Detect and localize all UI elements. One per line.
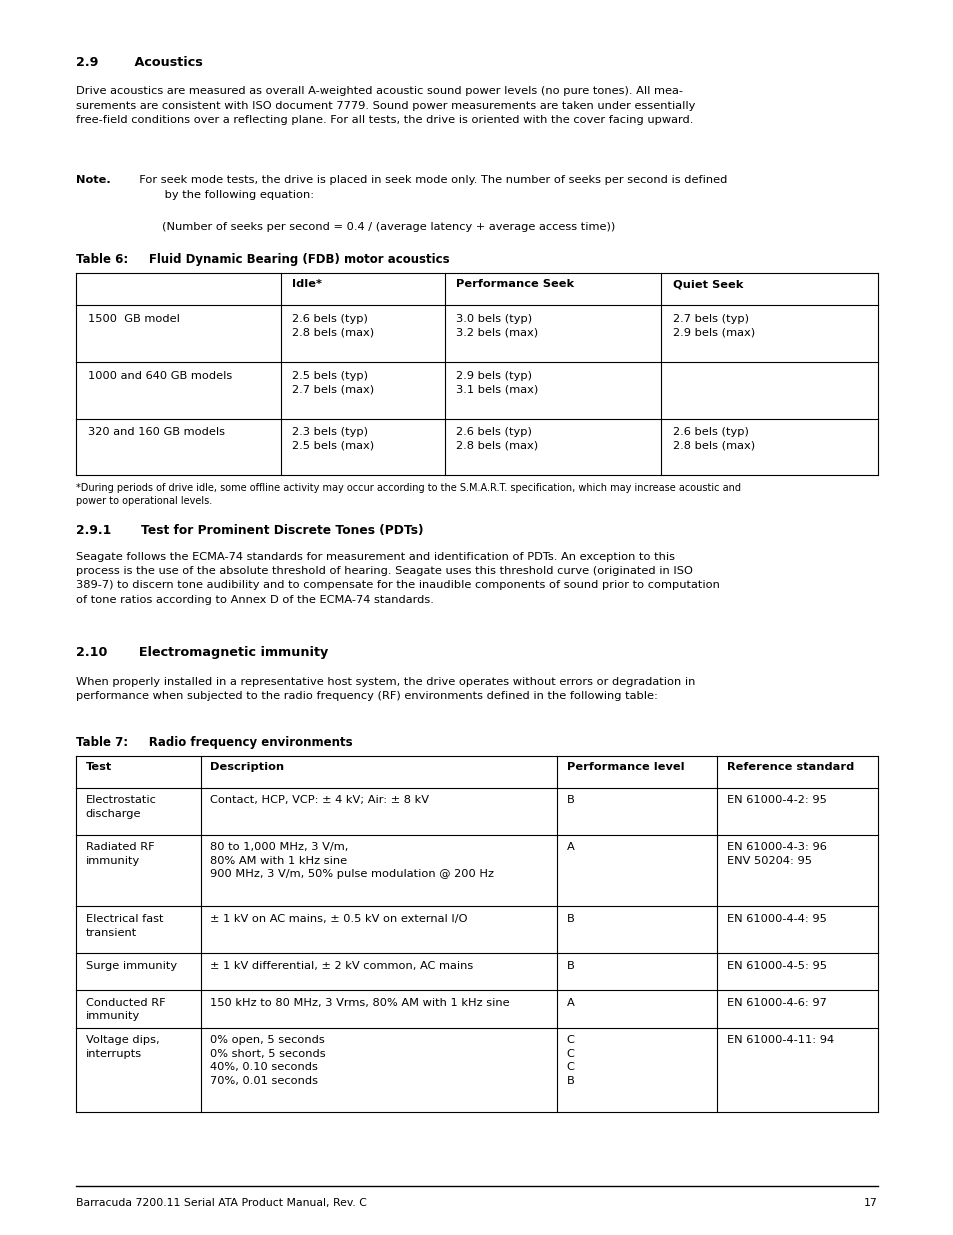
Text: ± 1 kV on AC mains, ± 0.5 kV on external I/O: ± 1 kV on AC mains, ± 0.5 kV on external… (210, 914, 467, 924)
Text: Barracuda 7200.11 Serial ATA Product Manual, Rev. C: Barracuda 7200.11 Serial ATA Product Man… (76, 1198, 367, 1208)
Text: B: B (566, 961, 574, 971)
Text: 2.9 bels (typ)
3.1 bels (max): 2.9 bels (typ) 3.1 bels (max) (456, 370, 538, 394)
Text: For seek mode tests, the drive is placed in seek mode only. The number of seeks : For seek mode tests, the drive is placed… (132, 175, 726, 200)
Text: 2.5 bels (typ)
2.7 bels (max): 2.5 bels (typ) 2.7 bels (max) (292, 370, 374, 394)
Text: Performance Seek: Performance Seek (456, 279, 574, 289)
Text: Performance level: Performance level (566, 762, 683, 772)
Text: A: A (566, 998, 574, 1008)
Text: A: A (566, 842, 574, 852)
Text: Description: Description (210, 762, 284, 772)
Text: Contact, HCP, VCP: ± 4 kV; Air: ± 8 kV: Contact, HCP, VCP: ± 4 kV; Air: ± 8 kV (210, 795, 429, 805)
Text: 2.9        Acoustics: 2.9 Acoustics (76, 56, 203, 69)
Text: Test: Test (86, 762, 112, 772)
Text: 17: 17 (863, 1198, 877, 1208)
Text: 2.9.1       Test for Prominent Discrete Tones (PDTs): 2.9.1 Test for Prominent Discrete Tones … (76, 524, 423, 537)
Text: Table 6:     Fluid Dynamic Bearing (FDB) motor acoustics: Table 6: Fluid Dynamic Bearing (FDB) mot… (76, 253, 450, 267)
Text: EN 61000-4-11: 94: EN 61000-4-11: 94 (726, 1035, 833, 1045)
Text: When properly installed in a representative host system, the drive operates with: When properly installed in a representat… (76, 677, 695, 701)
Text: 0% open, 5 seconds
0% short, 5 seconds
40%, 0.10 seconds
70%, 0.01 seconds: 0% open, 5 seconds 0% short, 5 seconds 4… (210, 1035, 325, 1086)
Text: 1500  GB model: 1500 GB model (88, 314, 179, 324)
Text: 2.6 bels (typ)
2.8 bels (max): 2.6 bels (typ) 2.8 bels (max) (292, 314, 374, 337)
Text: Seagate follows the ECMA-74 standards for measurement and identification of PDTs: Seagate follows the ECMA-74 standards fo… (76, 552, 720, 604)
Text: 2.7 bels (typ)
2.9 bels (max): 2.7 bels (typ) 2.9 bels (max) (672, 314, 754, 337)
Text: B: B (566, 795, 574, 805)
Text: 320 and 160 GB models: 320 and 160 GB models (88, 427, 225, 437)
Text: Electrical fast
transient: Electrical fast transient (86, 914, 163, 937)
Text: (Number of seeks per second = 0.4 / (average latency + average access time)): (Number of seeks per second = 0.4 / (ave… (162, 222, 615, 232)
Text: 1000 and 640 GB models: 1000 and 640 GB models (88, 370, 232, 380)
Text: Electrostatic
discharge: Electrostatic discharge (86, 795, 156, 819)
Text: Surge immunity: Surge immunity (86, 961, 177, 971)
Text: Voltage dips,
interrupts: Voltage dips, interrupts (86, 1035, 159, 1058)
Text: 2.6 bels (typ)
2.8 bels (max): 2.6 bels (typ) 2.8 bels (max) (456, 427, 537, 451)
Text: Quiet Seek: Quiet Seek (672, 279, 742, 289)
Text: EN 61000-4-2: 95: EN 61000-4-2: 95 (726, 795, 826, 805)
Text: ± 1 kV differential, ± 2 kV common, AC mains: ± 1 kV differential, ± 2 kV common, AC m… (210, 961, 473, 971)
Text: EN 61000-4-6: 97: EN 61000-4-6: 97 (726, 998, 826, 1008)
Text: EN 61000-4-4: 95: EN 61000-4-4: 95 (726, 914, 826, 924)
Text: Idle*: Idle* (292, 279, 322, 289)
Text: 3.0 bels (typ)
3.2 bels (max): 3.0 bels (typ) 3.2 bels (max) (456, 314, 537, 337)
Text: 80 to 1,000 MHz, 3 V/m,
80% AM with 1 kHz sine
900 MHz, 3 V/m, 50% pulse modulat: 80 to 1,000 MHz, 3 V/m, 80% AM with 1 kH… (210, 842, 494, 879)
Text: 2.6 bels (typ)
2.8 bels (max): 2.6 bels (typ) 2.8 bels (max) (672, 427, 754, 451)
Text: 2.3 bels (typ)
2.5 bels (max): 2.3 bels (typ) 2.5 bels (max) (292, 427, 374, 451)
Text: Conducted RF
immunity: Conducted RF immunity (86, 998, 165, 1021)
Text: *During periods of drive idle, some offline activity may occur according to the : *During periods of drive idle, some offl… (76, 483, 740, 506)
Text: 2.10       Electromagnetic immunity: 2.10 Electromagnetic immunity (76, 646, 328, 659)
Text: Table 7:     Radio frequency environments: Table 7: Radio frequency environments (76, 736, 353, 750)
Text: B: B (566, 914, 574, 924)
Text: 150 kHz to 80 MHz, 3 Vrms, 80% AM with 1 kHz sine: 150 kHz to 80 MHz, 3 Vrms, 80% AM with 1… (210, 998, 509, 1008)
Text: Note.: Note. (76, 175, 111, 185)
Text: EN 61000-4-3: 96
ENV 50204: 95: EN 61000-4-3: 96 ENV 50204: 95 (726, 842, 826, 866)
Text: Drive acoustics are measured as overall A-weighted acoustic sound power levels (: Drive acoustics are measured as overall … (76, 86, 695, 125)
Text: Reference standard: Reference standard (726, 762, 853, 772)
Text: C
C
C
B: C C C B (566, 1035, 574, 1086)
Text: EN 61000-4-5: 95: EN 61000-4-5: 95 (726, 961, 826, 971)
Text: Radiated RF
immunity: Radiated RF immunity (86, 842, 154, 866)
